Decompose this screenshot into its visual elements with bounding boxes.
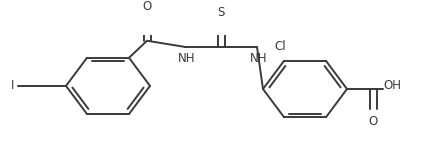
Text: Cl: Cl [274,40,286,53]
Text: O: O [142,0,152,13]
Text: S: S [217,6,225,19]
Text: I: I [11,79,14,92]
Text: OH: OH [383,79,401,92]
Text: NH: NH [178,52,196,65]
Text: O: O [368,115,378,128]
Text: NH: NH [250,52,268,65]
